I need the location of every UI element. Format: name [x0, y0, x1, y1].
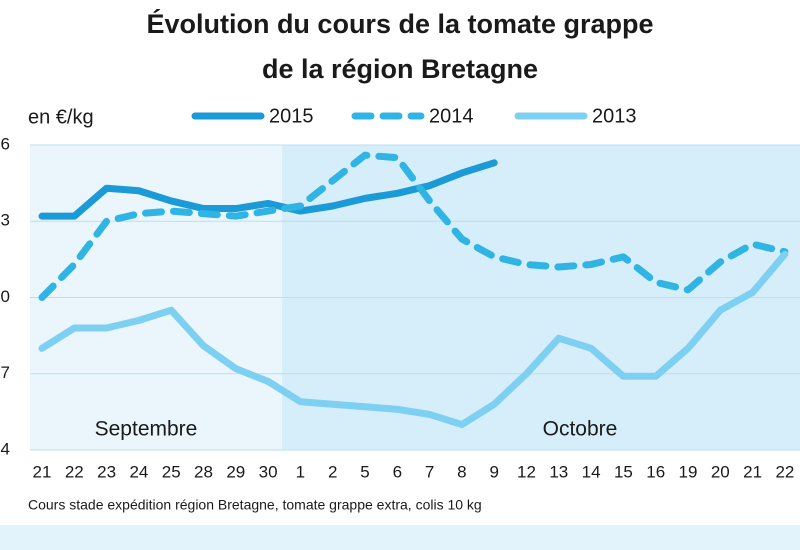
x-tick-label: 21: [33, 462, 52, 481]
annotation: Septembre: [95, 418, 198, 441]
note: Cours stade expédition région Bretagne, …: [28, 497, 482, 513]
y-tick-label: 1,6: [0, 134, 10, 153]
legend-label: 2014: [429, 105, 474, 127]
x-tick-label: 20: [711, 462, 730, 481]
y-tick-label: 1,0: [0, 287, 10, 306]
y-tick-label: 0,7: [0, 363, 10, 382]
x-tick-label: 13: [549, 462, 568, 481]
y-tick-label: 0,4: [0, 439, 10, 458]
x-tick-label: 30: [259, 462, 278, 481]
x-tick-label: 15: [614, 462, 633, 481]
x-tick-label: 25: [162, 462, 181, 481]
legend-label: 2013: [592, 105, 637, 127]
x-tick-label: 28: [194, 462, 213, 481]
x-tick-label: 9: [489, 462, 498, 481]
x-tick-label: 6: [393, 462, 402, 481]
series-line: [38, 250, 789, 429]
x-tick-label: 14: [582, 462, 601, 481]
x-tick-label: 22: [65, 462, 84, 481]
x-tick-label: 2: [328, 462, 337, 481]
x-tick-label: 29: [226, 462, 245, 481]
x-tick-label: 5: [360, 462, 369, 481]
x-tick-label: 12: [517, 462, 536, 481]
chart-title: Évolution du cours de la tomate grappe: [146, 8, 653, 39]
annotation: Octobre: [543, 418, 618, 441]
series-line: [38, 151, 789, 301]
y-tick-label: 1,3: [0, 211, 10, 230]
footer-band: [0, 525, 800, 550]
x-tick-label: 8: [457, 462, 466, 481]
legend-label: 2015: [269, 105, 314, 127]
chart-subtitle: de la région Bretagne: [262, 54, 538, 84]
x-tick-label: 1: [296, 462, 305, 481]
x-tick-label: 16: [646, 462, 665, 481]
x-tick-label: 23: [97, 462, 116, 481]
x-tick-label: 21: [743, 462, 762, 481]
x-tick-label: 24: [129, 462, 148, 481]
y-axis-label: en €/kg: [28, 106, 94, 128]
x-tick-label: 22: [775, 462, 794, 481]
x-tick-label: 19: [679, 462, 698, 481]
x-tick-label: 7: [425, 462, 434, 481]
